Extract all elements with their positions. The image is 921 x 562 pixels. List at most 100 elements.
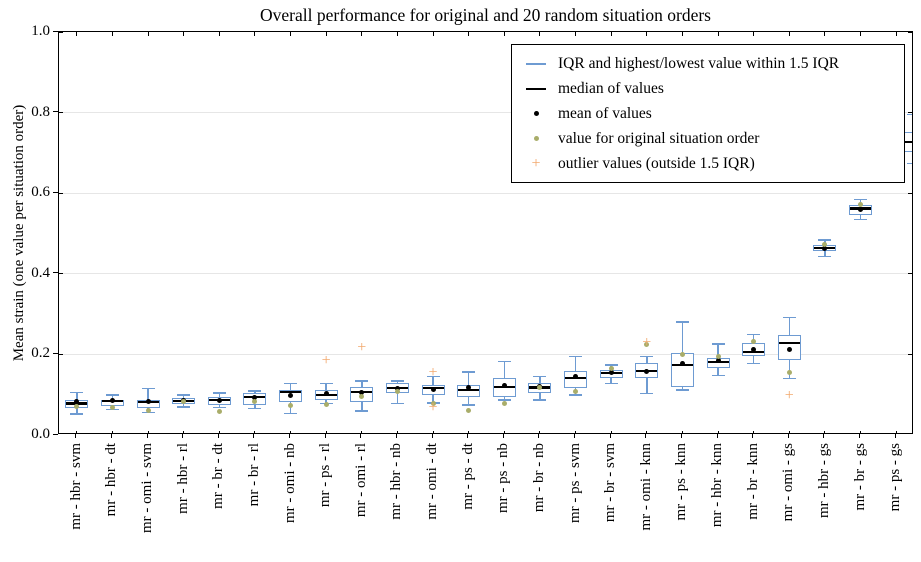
x-tick-outer: [431, 434, 433, 438]
whisker-cap-upper: [906, 113, 912, 116]
x-tick-outer: [609, 434, 611, 438]
whisker-cap-lower: [248, 407, 262, 410]
x-tick-top: [325, 32, 327, 36]
whisker-stem-upper: [467, 372, 470, 386]
whisker-cap-lower: [747, 362, 761, 365]
whisker-stem-lower: [218, 405, 221, 408]
y-tick-label: 0.6: [31, 184, 50, 201]
x-tick-outer: [467, 434, 469, 438]
x-tick-label: mr - br - knn: [744, 443, 761, 520]
x-tick-outer: [110, 434, 112, 438]
mean-dot: [109, 397, 115, 403]
whisker-stem-upper: [646, 356, 648, 364]
original-value-dot: [74, 404, 80, 410]
y-tick-label: 0.0: [31, 426, 50, 442]
mean-dot: [288, 392, 294, 398]
whisker-stem-upper: [503, 361, 506, 379]
original-value-dot: [608, 366, 614, 372]
whisker-stem-lower: [788, 359, 791, 379]
original-value-dot: [644, 341, 650, 347]
whisker-stem-upper: [361, 380, 363, 387]
whisker-cap-upper: [782, 316, 796, 319]
x-tick-bottom: [503, 431, 505, 433]
legend-item-original: value for original situation order: [520, 126, 896, 151]
mean-dot: [679, 360, 685, 366]
y-tick-inner-left: [59, 192, 63, 194]
whisker-stem-lower: [467, 396, 470, 406]
legend-item-label: outlier values (outside 1.5 IQR): [558, 154, 755, 172]
x-tick-bottom: [111, 431, 113, 433]
x-tick-label: mr - hbr - gs: [815, 443, 832, 518]
x-tick-bottom: [468, 431, 470, 433]
whisker-cap-upper: [675, 321, 689, 323]
outlier-marker: +: [428, 364, 438, 382]
x-tick-top: [503, 32, 505, 36]
x-tick-label: mr - ps - rl: [317, 443, 334, 508]
x-tick-label: mr - omi - gs: [780, 443, 797, 522]
whisker-cap-upper: [533, 375, 547, 378]
mean-dot: [394, 385, 400, 391]
y-tick-label: 1.0: [31, 23, 50, 39]
whisker-cap-lower: [818, 255, 832, 258]
original-value-dot: [323, 401, 329, 407]
x-tick-label: mr - hbr - rl: [174, 443, 191, 514]
legend-item-mean: mean of values: [520, 101, 896, 126]
whisker-stem-lower: [76, 407, 78, 415]
whisker-cap-lower: [355, 410, 369, 412]
x-tick-label: mr - br - rl: [245, 443, 262, 507]
x-tick-outer: [538, 434, 540, 438]
whisker-stem-upper: [254, 391, 256, 394]
gridline: [59, 112, 912, 114]
original-value-dot: [181, 399, 187, 405]
mean-dot: [715, 358, 721, 364]
mean-dot-icon: [520, 111, 552, 116]
whisker-cap-upper: [212, 392, 226, 394]
mean-dot: [145, 399, 151, 405]
original-value-dot: [751, 339, 757, 344]
legend-item-median: median of values: [520, 76, 896, 101]
x-tick-top: [76, 32, 78, 36]
whisker-stem-lower: [646, 378, 648, 394]
x-tick-top: [895, 32, 897, 36]
x-tick-top: [468, 32, 470, 36]
x-tick-outer: [182, 434, 184, 438]
y-tick-inner-right: [908, 112, 912, 114]
legend-item-outlier: + outlier values (outside 1.5 IQR): [520, 151, 896, 176]
original-value-dot: [288, 402, 294, 408]
whisker-cap-upper: [426, 375, 440, 378]
plot-clip-region: + + + + + +: [59, 32, 912, 433]
whisker-stem-upper: [752, 334, 755, 344]
outlier-marker: +: [642, 334, 652, 352]
x-tick-bottom: [575, 431, 577, 433]
whisker-stem-upper: [396, 380, 399, 384]
x-tick-top: [753, 32, 755, 36]
whisker-cap-lower: [604, 382, 618, 385]
original-value-dot: [715, 353, 721, 359]
mean-dot: [501, 383, 507, 389]
x-tick-outer: [752, 434, 754, 438]
x-tick-top: [396, 32, 398, 36]
x-tick-top: [681, 32, 683, 36]
mean-dot: [323, 390, 329, 396]
x-tick-outer: [502, 434, 504, 438]
whisker-cap-upper: [177, 394, 191, 396]
x-tick-bottom: [361, 431, 363, 433]
x-tick-top: [824, 32, 826, 36]
whisker-cap-upper: [711, 343, 725, 345]
whisker-cap-upper: [248, 390, 262, 392]
whisker-stem-upper: [432, 376, 434, 386]
y-tick-label: 0.8: [31, 103, 50, 120]
x-tick-label: mr - omi - dt: [424, 443, 441, 520]
x-tick-label: mr - ps - nb: [495, 443, 512, 513]
x-tick-bottom: [895, 431, 897, 433]
y-tick-outer: [53, 433, 58, 435]
x-tick-label: mr - hbr - dt: [103, 443, 120, 517]
x-tick-outer: [324, 434, 326, 438]
mean-dot: [786, 347, 792, 353]
original-value-dot: [501, 401, 507, 407]
whisker-cap-lower: [711, 374, 725, 377]
mean-dot: [252, 395, 258, 401]
whisker-cap-lower: [70, 413, 84, 415]
whisker-cap-lower: [640, 392, 654, 395]
x-tick-top: [717, 32, 719, 36]
